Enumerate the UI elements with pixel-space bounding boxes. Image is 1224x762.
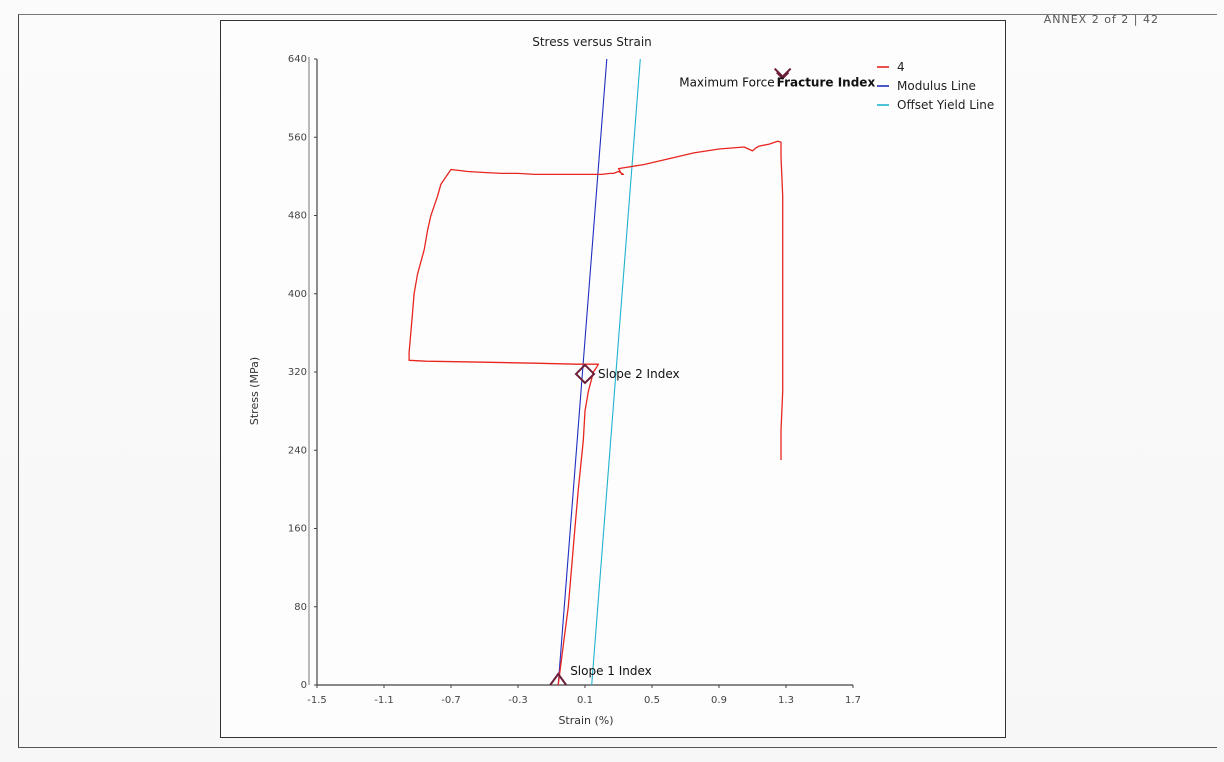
y-tick-label: 560 [288,132,307,143]
maximum-force-marker [773,67,792,79]
legend-label: Offset Yield Line [897,98,994,112]
legend: 4 Modulus Line Offset Yield Line [877,60,994,112]
chart-title: Stress versus Strain [532,35,652,49]
x-tick-label: 0.9 [711,695,727,706]
slope-1-label: Slope 1 Index [570,664,652,678]
document-frame: ANNEX 2 of 2 | 42 [18,13,1217,748]
y-tick-label: 480 [288,211,307,222]
y-tick-label: 320 [288,367,307,378]
x-tick-label: 1.7 [845,695,861,706]
series-line-modulus-line [557,58,608,686]
y-tick-label: 640 [288,54,307,65]
axes: 0 80 160 240 320 400 480 560 640 -1.5 -1.1 -0.7 -0.3… [288,54,861,706]
y-axis-title: Stress (MPa) [248,357,261,425]
slope-2-label: Slope 2 Index [598,367,680,381]
x-tick-label: -0.3 [508,695,528,706]
legend-label: Modulus Line [897,79,976,93]
legend-label: 4 [897,60,905,74]
series-line-offset-yield-line [591,58,641,686]
slope-2-marker [574,363,596,385]
x-tick-label: 1.3 [778,695,794,706]
x-tick-label: -1.1 [374,695,394,706]
markers: Slope 1 Index Slope 2 Index Maximum Force F… [549,67,876,686]
series-line-4 [408,140,784,686]
y-tick-label: 240 [288,445,307,456]
plot-area [408,58,784,686]
fracture-index-label: Fracture Index [777,76,876,90]
x-tick-label: 0.5 [644,695,660,706]
x-tick-label: -1.5 [307,695,327,706]
corner-annotation: ANNEX 2 of 2 | 42 [1043,13,1159,26]
y-tick-label: 160 [288,524,307,535]
chart-frame: Stress versus Strain Strain (%) Stress (… [220,20,1006,738]
x-tick-label: -0.7 [441,695,461,706]
x-tick-label: 0.1 [577,695,593,706]
stress-strain-chart: Stress versus Strain Strain (%) Stress (… [248,35,994,727]
slope-1-marker [549,672,568,686]
y-tick-label: 80 [294,602,307,613]
x-axis-title: Strain (%) [558,714,613,727]
maximum-force-label: Maximum Force [679,76,774,90]
y-tick-label: 0 [301,680,307,691]
fracture-index-marker [776,72,790,80]
y-tick-label: 400 [288,289,307,300]
